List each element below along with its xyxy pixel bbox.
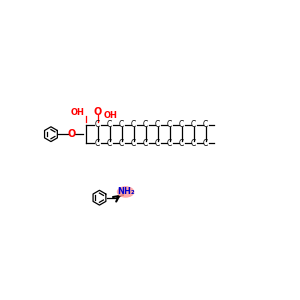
Text: C: C — [203, 120, 208, 129]
Text: C: C — [107, 139, 112, 148]
Text: C: C — [191, 120, 196, 129]
Text: C: C — [155, 139, 160, 148]
Text: C: C — [143, 120, 148, 129]
Text: C: C — [95, 120, 100, 129]
Text: C: C — [179, 120, 184, 129]
Text: C: C — [179, 139, 184, 148]
Ellipse shape — [117, 186, 134, 198]
Text: C: C — [119, 139, 124, 148]
Polygon shape — [117, 195, 124, 198]
Text: C: C — [131, 139, 136, 148]
Text: O: O — [68, 129, 76, 139]
Text: C: C — [95, 139, 100, 148]
Text: C: C — [143, 139, 148, 148]
Text: OH: OH — [70, 108, 85, 117]
Text: C: C — [167, 139, 172, 148]
Text: O: O — [94, 106, 102, 116]
Text: C: C — [191, 139, 196, 148]
Text: C: C — [167, 120, 172, 129]
Text: C: C — [203, 139, 208, 148]
Text: OH: OH — [104, 111, 118, 120]
Text: C: C — [131, 120, 136, 129]
Text: C: C — [155, 120, 160, 129]
Text: C: C — [119, 120, 124, 129]
Text: NH₂: NH₂ — [117, 187, 134, 196]
Text: C: C — [107, 120, 112, 129]
